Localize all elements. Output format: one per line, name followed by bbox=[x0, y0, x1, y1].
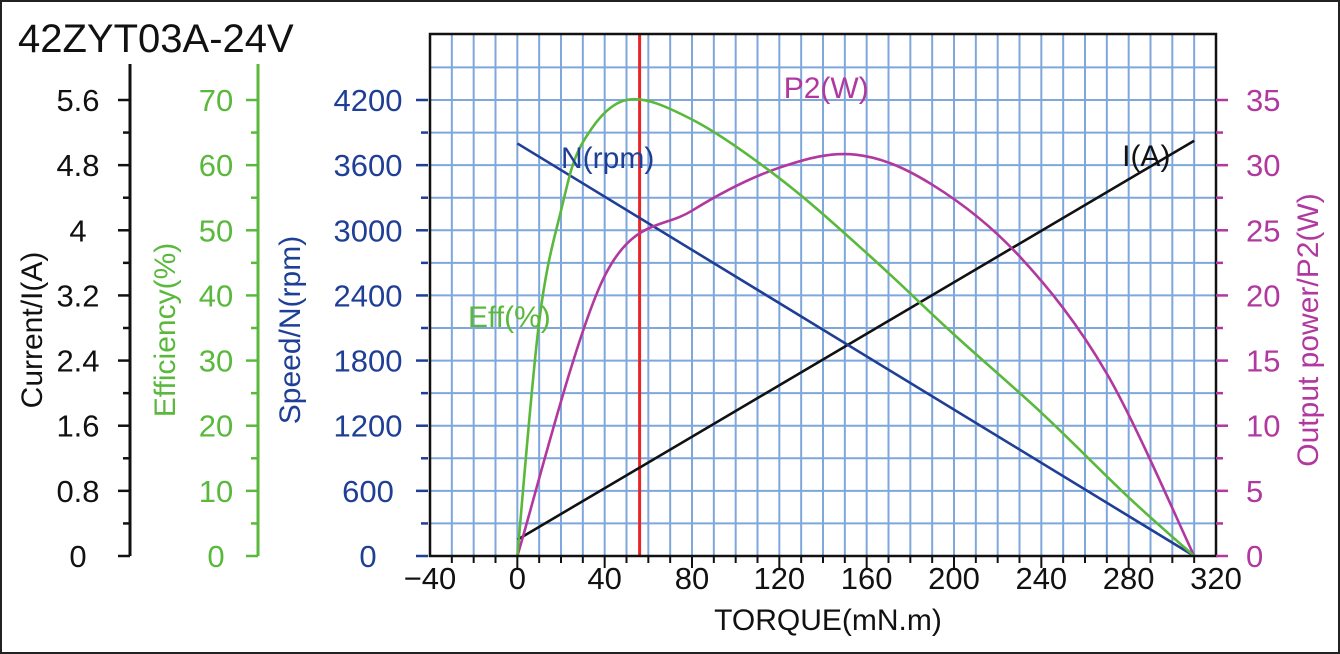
current-tick-label: 0.8 bbox=[56, 474, 99, 509]
speed-tick-label: 3600 bbox=[334, 148, 403, 183]
series-group: N(rpm) P2(W) I(A) Eff(%) bbox=[468, 72, 1196, 558]
efficiency-tick-label: 30 bbox=[199, 344, 233, 379]
speed-curve-label: N(rpm) bbox=[561, 142, 654, 175]
power-tick-label: 10 bbox=[1246, 409, 1280, 444]
current-axis-title: Current/I(A) bbox=[16, 252, 49, 409]
x-tick-label: 120 bbox=[753, 561, 805, 596]
efficiency-tick-label: 60 bbox=[199, 148, 233, 183]
speed-tick-label: 2400 bbox=[334, 278, 403, 313]
x-tick-label: 160 bbox=[841, 561, 893, 596]
efficiency-curve bbox=[516, 97, 1196, 557]
x-tick-label: 40 bbox=[587, 561, 621, 596]
x-tick-label: 200 bbox=[928, 561, 980, 596]
power-curve-label: P2(W) bbox=[784, 72, 869, 105]
axes: −40 0 40 80 120 160 200 240 280 32000.81.62.43.24… bbox=[16, 32, 1325, 596]
speed-curve bbox=[516, 142, 1195, 558]
x-tick-label: 280 bbox=[1103, 561, 1155, 596]
current-curve-label: I(A) bbox=[1122, 140, 1170, 173]
current-tick-label: 4.8 bbox=[56, 148, 99, 183]
speed-tick-label: 3000 bbox=[334, 213, 403, 248]
x-tick-label: 320 bbox=[1190, 561, 1242, 596]
power-tick-label: 25 bbox=[1246, 213, 1280, 248]
efficiency-tick-label: 20 bbox=[199, 409, 233, 444]
power-tick-label: 20 bbox=[1246, 278, 1280, 313]
x-axis-title: TORQUE(mN.m) bbox=[714, 604, 942, 637]
speed-tick-label: 4200 bbox=[334, 83, 403, 118]
current-tick-label: 0 bbox=[69, 539, 86, 574]
current-tick-label: 2.4 bbox=[56, 344, 99, 379]
power-tick-label: 30 bbox=[1246, 148, 1280, 183]
efficiency-tick-label: 50 bbox=[199, 213, 233, 248]
x-tick-label: 0 bbox=[509, 561, 526, 596]
current-curve bbox=[516, 139, 1195, 541]
x-tick-label: −40 bbox=[404, 561, 457, 596]
efficiency-tick-label: 10 bbox=[199, 474, 233, 509]
efficiency-axis-title: Efficiency(%) bbox=[149, 243, 182, 418]
speed-tick-label: 600 bbox=[342, 474, 394, 509]
current-tick-label: 3.2 bbox=[56, 278, 99, 313]
x-tick-label: 240 bbox=[1015, 561, 1067, 596]
current-tick-label: 1.6 bbox=[56, 409, 99, 444]
chart-title: 42ZYT03A-24V bbox=[18, 17, 294, 61]
x-tick-label: 80 bbox=[675, 561, 709, 596]
power-tick-label: 5 bbox=[1246, 474, 1263, 509]
power-curve bbox=[516, 152, 1196, 557]
efficiency-tick-label: 40 bbox=[199, 278, 233, 313]
efficiency-tick-label: 0 bbox=[207, 539, 224, 574]
power-tick-label: 15 bbox=[1246, 344, 1280, 379]
current-tick-label: 5.6 bbox=[56, 83, 99, 118]
speed-tick-label: 1800 bbox=[334, 344, 403, 379]
efficiency-tick-label: 70 bbox=[199, 83, 233, 118]
power-axis-title: Output power/P2(W) bbox=[1292, 193, 1325, 466]
speed-tick-label: 1200 bbox=[334, 409, 403, 444]
power-tick-label: 0 bbox=[1246, 539, 1263, 574]
speed-tick-label: 0 bbox=[359, 539, 376, 574]
power-tick-label: 35 bbox=[1246, 83, 1280, 118]
efficiency-curve-label: Eff(%) bbox=[468, 301, 551, 334]
grid bbox=[430, 34, 1216, 556]
speed-axis-title: Speed/N(rpm) bbox=[274, 236, 307, 424]
current-tick-label: 4 bbox=[69, 213, 86, 248]
